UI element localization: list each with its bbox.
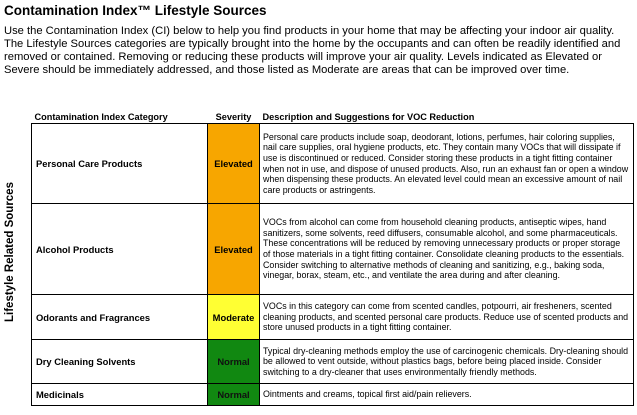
page-title: Contamination Index™ Lifestyle Sources xyxy=(4,3,267,18)
row-category: Personal Care Products xyxy=(31,123,208,204)
row-category: Dry Cleaning Solvents xyxy=(31,339,208,384)
severity-badge: Normal xyxy=(207,339,260,384)
row-description: VOCs from alcohol can come from househol… xyxy=(259,203,634,295)
row-description: Personal care products include soap, deo… xyxy=(259,123,634,204)
header-severity: Severity xyxy=(215,111,252,122)
contamination-index-table: Contamination Index Category Severity De… xyxy=(31,110,634,406)
intro-paragraph: Use the Contamination Index (CI) below t… xyxy=(4,25,621,76)
severity-text: Normal xyxy=(217,389,250,400)
table-row: Odorants and Fragrances Moderate VOCs in… xyxy=(31,294,634,340)
severity-text: Normal xyxy=(217,356,250,367)
row-description: Typical dry-cleaning methods employ the … xyxy=(259,339,634,384)
table-row: Alcohol Products Elevated VOCs from alco… xyxy=(31,203,634,295)
severity-badge: Elevated xyxy=(207,123,260,204)
table-header-row: Contamination Index Category Severity De… xyxy=(32,110,634,124)
severity-badge: Normal xyxy=(207,383,260,406)
row-description: VOCs in this category can come from scen… xyxy=(259,294,634,340)
severity-badge: Moderate xyxy=(207,294,260,340)
table-row: Medicinals Normal Ointments and creams, … xyxy=(31,383,634,406)
header-description: Description and Suggestions for VOC Redu… xyxy=(262,111,475,122)
severity-badge: Elevated xyxy=(207,203,260,295)
header-category: Contamination Index Category xyxy=(34,111,168,122)
row-category: Alcohol Products xyxy=(31,203,208,295)
table-row: Dry Cleaning Solvents Normal Typical dry… xyxy=(31,339,634,384)
row-description: Ointments and creams, topical first aid/… xyxy=(259,383,634,406)
row-category: Odorants and Fragrances xyxy=(31,294,208,340)
table-row: Personal Care Products Elevated Personal… xyxy=(31,123,634,204)
side-label-text: Lifestyle Related Sources xyxy=(4,182,16,322)
row-category: Medicinals xyxy=(31,383,208,406)
side-label: Lifestyle Related Sources xyxy=(3,160,17,344)
